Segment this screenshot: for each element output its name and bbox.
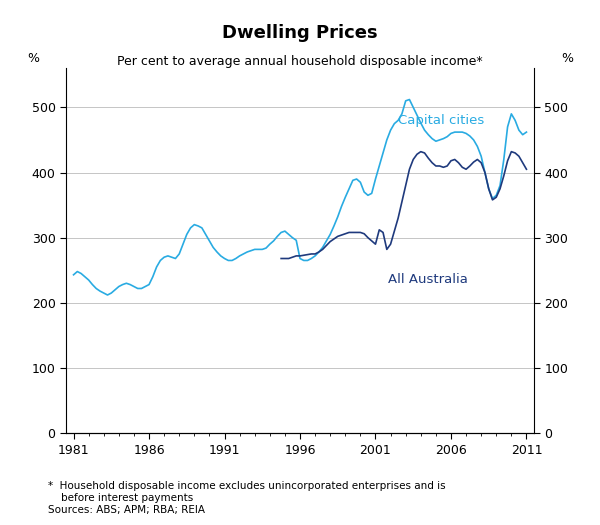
Text: Per cent to average annual household disposable income*: Per cent to average annual household dis… [117, 55, 483, 68]
Text: %: % [561, 51, 573, 65]
Title: Dwelling Prices: Dwelling Prices [222, 24, 378, 41]
Text: Capital cities: Capital cities [398, 114, 484, 127]
Text: %: % [27, 51, 39, 65]
Text: All Australia: All Australia [388, 274, 467, 287]
Text: *  Household disposable income excludes unincorporated enterprises and is
    be: * Household disposable income excludes u… [48, 481, 446, 514]
